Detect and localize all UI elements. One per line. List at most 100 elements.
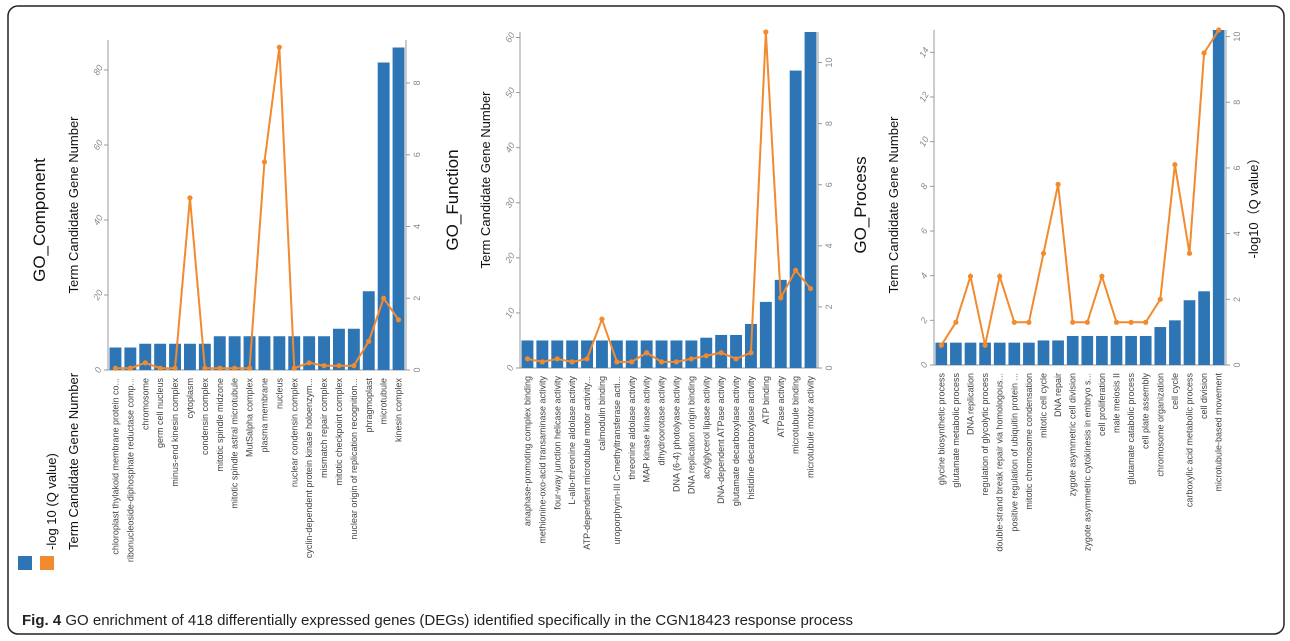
bar	[1183, 300, 1196, 365]
y-tick-label: 8	[918, 182, 929, 191]
bar	[1169, 320, 1181, 365]
x-tick-label: acylglycerol lipase activity	[701, 376, 711, 480]
y-tick-label: 12	[917, 90, 931, 104]
x-tick-label: mitotic chromosome condensation	[1024, 373, 1034, 510]
chart-2: GO_Function Term Candidate Gene Number 0 10…	[443, 29, 834, 550]
line-point	[366, 338, 372, 344]
x-tick-label: cyclin-dependent protein kinase holoenzy…	[304, 378, 314, 558]
x-tick-label: histidine decarboxylase activity	[746, 376, 756, 500]
x-tick-label: mitotic cell cycle	[1039, 373, 1049, 438]
y-tick-label: 40	[503, 141, 517, 155]
bar	[243, 336, 256, 370]
bar	[979, 342, 991, 365]
x-tick-label: mitotic spindle midzone	[215, 378, 225, 472]
line-point	[733, 356, 739, 362]
line-series	[940, 29, 1220, 346]
bar	[1052, 340, 1064, 365]
x-tick-label: condensin complex	[200, 378, 210, 456]
line-point	[748, 350, 754, 356]
y2-tick-label: 0	[412, 367, 422, 372]
bar	[964, 342, 977, 365]
y-tick-label: 0	[918, 360, 929, 369]
x-tick-label: glycine biosynthetic process	[936, 373, 946, 486]
y-tick-label: 0	[92, 365, 103, 374]
line-point	[336, 363, 342, 369]
bar	[774, 279, 787, 368]
line-point	[291, 365, 297, 371]
line-point	[351, 363, 357, 369]
line-point	[1040, 250, 1047, 256]
bar	[392, 47, 405, 370]
y2-axis-label: -log10（Q value）	[1246, 152, 1261, 259]
bar	[228, 336, 241, 370]
line-point	[157, 365, 163, 371]
x-tick-label: DNA replication origin binding	[686, 376, 696, 494]
bar	[595, 340, 608, 368]
x-tick-label: glutamate catabolic process	[1126, 373, 1136, 485]
bar	[183, 343, 196, 370]
bar	[1008, 342, 1021, 365]
y-axis-label: Term Candidate Gene Number	[478, 91, 493, 269]
y2-tick-label: 10	[824, 58, 834, 68]
y-tick-label: 80	[91, 63, 105, 77]
line-point	[982, 342, 988, 348]
bar	[273, 336, 286, 370]
y-tick-label: 14	[917, 45, 931, 59]
x-tick-label: mitotic checkpoint complex	[334, 378, 344, 486]
bar	[521, 340, 534, 368]
bar	[1212, 30, 1225, 365]
x-tick-label: chromosome	[140, 378, 150, 430]
bar	[1081, 335, 1094, 365]
line-point	[395, 317, 402, 323]
bar	[1154, 327, 1167, 365]
bar	[1198, 291, 1210, 365]
x-tick-label: anaphase-promoting complex binding	[522, 376, 532, 526]
line-point	[1143, 319, 1149, 325]
y2-tick-label: 4	[412, 224, 422, 229]
bar	[685, 340, 698, 368]
line-point	[1172, 162, 1178, 168]
x-tick-label: zygote asymmetric cytokinesis in embryo …	[1082, 373, 1092, 551]
bar	[700, 337, 713, 368]
bar	[1139, 335, 1152, 365]
bar	[581, 340, 594, 368]
line-point	[614, 359, 620, 365]
x-tick-label: cell proliferation	[1097, 373, 1107, 436]
x-tick-label: DNA replication	[966, 373, 976, 435]
x-tick-label: microtubule	[379, 378, 389, 425]
bar	[566, 340, 579, 368]
y-tick-label: 10	[917, 135, 931, 149]
bar	[1023, 342, 1035, 365]
bar	[993, 342, 1006, 365]
y2-tick-label: 4	[1232, 231, 1242, 236]
y-tick-label: 10	[503, 306, 517, 320]
line-point	[142, 360, 148, 366]
line-point	[321, 363, 327, 369]
bar	[670, 340, 683, 368]
x-tick-label: ribonucleoside-diphosphate reductase com…	[125, 378, 135, 562]
chart-3: GO_Process Term Candidate Gene Number -log…	[851, 27, 1261, 552]
x-tick-label: DNA (6-4) photolyase activity	[671, 376, 681, 493]
x-tick-label: cytoplasm	[185, 378, 195, 419]
line-point	[127, 365, 133, 371]
line-series	[115, 47, 400, 370]
x-tick-label: ATP-dependent microtubule motor activity…	[582, 376, 592, 550]
bar	[804, 32, 817, 368]
bar	[759, 301, 772, 368]
y-tick-label: 6	[918, 226, 929, 235]
line-point	[1128, 319, 1134, 325]
bar	[1037, 340, 1050, 365]
line-point	[938, 342, 944, 348]
bar	[610, 340, 623, 368]
line-point	[599, 316, 605, 322]
line-point	[778, 295, 784, 301]
line-point	[1055, 181, 1061, 187]
x-tick-label: nucleus	[274, 378, 284, 410]
caption-text: GO enrichment of 418 differentially expr…	[65, 612, 853, 629]
figure-caption: Fig. 4 GO enrichment of 418 differential…	[22, 612, 853, 629]
x-tick-label: mitotic spindle astral microtubule	[230, 378, 240, 509]
x-tick-label: ATP binding	[761, 376, 771, 424]
bar	[154, 343, 167, 370]
x-tick-label: microtubule-based movement	[1214, 373, 1224, 492]
